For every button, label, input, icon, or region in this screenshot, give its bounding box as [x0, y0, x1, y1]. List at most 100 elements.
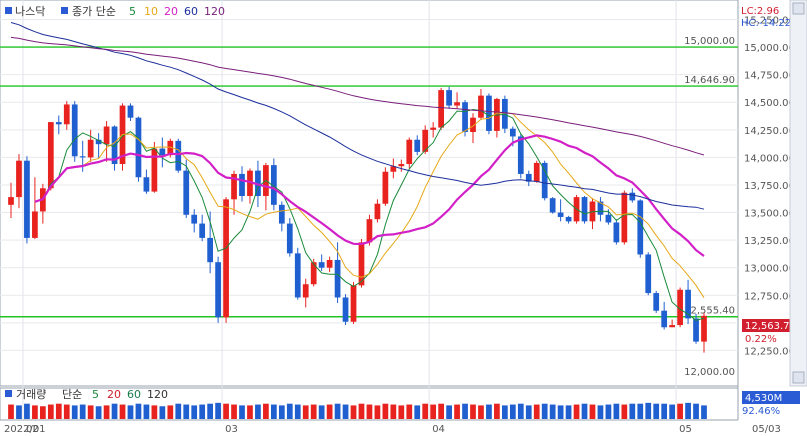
candle-body [557, 212, 564, 217]
volume-bar [565, 405, 572, 419]
candle-body [71, 104, 78, 157]
candle-body [334, 259, 341, 298]
y-tick-label: 13,000.00 [744, 264, 795, 275]
ma-60-line [10, 22, 705, 210]
price-panel[interactable] [0, 0, 739, 387]
candle-body [677, 289, 683, 326]
ma-10-label: 10 [144, 5, 158, 18]
volume-bar [199, 404, 206, 419]
y-tick-label: 13,250.00 [744, 236, 795, 247]
current-change: 0.22% [745, 334, 777, 345]
volume-bar [533, 404, 540, 419]
candle-body [414, 139, 421, 152]
candle-body [103, 126, 110, 145]
level-label: 14,646.90 [684, 75, 735, 86]
volume-bar [302, 405, 309, 419]
y-tick-label: 14,500.00 [744, 98, 795, 109]
y-tick-label: 12,250.00 [744, 346, 795, 357]
candle-body [223, 199, 229, 318]
price-legend: 나스닥 종가 단순 5 10 20 60 120 [5, 5, 225, 18]
candles [8, 86, 707, 353]
volume-bar [175, 403, 182, 419]
candle-body [605, 214, 612, 223]
vertical-scrollbar[interactable] [789, 0, 807, 387]
candle-body [318, 262, 325, 268]
candle-body [701, 315, 707, 342]
volume-bar [47, 404, 54, 419]
volume-bar [247, 405, 253, 419]
volume-bar [414, 405, 421, 419]
volume-bar [438, 403, 445, 419]
candle-body [509, 128, 516, 137]
volume-legend-prefix: 단순 [62, 388, 82, 401]
volume-bar [685, 402, 691, 419]
y-tick-label: 15,000.00 [744, 43, 795, 54]
candle-body [517, 136, 524, 174]
volume-bar [151, 405, 158, 419]
current-price-box [742, 319, 800, 332]
volume-bar [494, 403, 500, 419]
volume-bar [406, 404, 413, 419]
ma-120-line [10, 36, 705, 156]
volume-legend: 거래량 단순 5 20 60 120 [5, 388, 168, 401]
volume-bar [119, 404, 126, 419]
volume-bar [374, 405, 381, 419]
volume-bar [422, 403, 429, 419]
y-tick-label: 14,000.00 [744, 153, 795, 164]
horizontal-lines: 15,000.00 14,646.90 12,555.40 12,000.00 [0, 36, 738, 378]
candle-body [565, 216, 572, 222]
volume-bar [589, 404, 596, 419]
volume-bar [278, 405, 285, 419]
volume-bar [191, 405, 198, 419]
hc-readout: HC:-14.22 [741, 18, 791, 29]
volume-bar [167, 405, 174, 419]
volume-bar [8, 404, 14, 419]
volume-bar [135, 403, 142, 419]
y-tick-label: 15,250.00 [744, 16, 795, 27]
volume-bar [645, 402, 652, 419]
candle-body [32, 211, 38, 238]
volume-bar [390, 404, 397, 419]
volume-bars [8, 402, 707, 419]
legend-prefix: 종가 단순 [72, 5, 116, 18]
ma-10-line [34, 112, 705, 298]
candle-body [95, 139, 102, 145]
candle-body [87, 139, 94, 158]
candle-body [239, 173, 245, 196]
volume-bar [701, 405, 707, 419]
candle-body [111, 126, 118, 165]
volume-bar [111, 403, 118, 419]
candle-body [270, 165, 277, 205]
x-tick-label: 05 [679, 424, 692, 435]
volume-bar [541, 403, 548, 419]
volume-bar [478, 405, 484, 419]
ma-20-label: 20 [164, 5, 178, 18]
scroll-down-button[interactable] [792, 371, 805, 384]
vol-ma-60-label: 60 [127, 388, 141, 401]
current-volume-box [742, 391, 800, 404]
volume-bar [159, 406, 166, 419]
candle-body [669, 325, 676, 328]
candle-body [525, 173, 532, 182]
volume-bar [613, 403, 620, 419]
candle-body [159, 148, 166, 156]
candle-body [143, 177, 150, 192]
scroll-up-button[interactable] [792, 2, 805, 15]
volume-bar [653, 403, 660, 419]
volume-bar [557, 405, 564, 419]
volume-bar [95, 406, 102, 419]
volume-bar [597, 405, 604, 419]
volume-bar [573, 404, 580, 419]
volume-bar [581, 403, 588, 419]
x-tick-label: 2022/01 [4, 424, 46, 435]
volume-bar [398, 405, 405, 419]
candle-body [175, 140, 182, 171]
candle-body [454, 102, 460, 106]
candle-body [398, 164, 405, 167]
symbol-label: 나스닥 [15, 5, 45, 18]
candle-body [79, 156, 86, 158]
candle-body [613, 222, 620, 243]
candle-body [478, 95, 484, 118]
current-price: 12,563.76 [745, 321, 796, 332]
